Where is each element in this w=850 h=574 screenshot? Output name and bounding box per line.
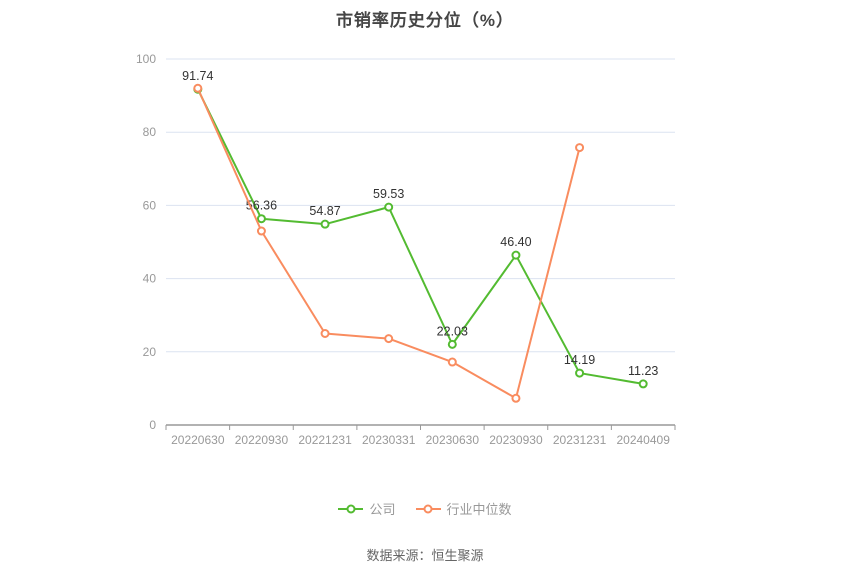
legend-item-industry-median[interactable]: 行业中位数 xyxy=(415,499,512,518)
x-axis-tick-label: 20220630 xyxy=(171,433,225,447)
value-label: 11.23 xyxy=(628,364,658,378)
y-axis-tick-label: 20 xyxy=(143,345,157,359)
data-point-公司 xyxy=(384,202,394,212)
company-dot-icon xyxy=(346,504,356,513)
x-axis-tick-label: 20230930 xyxy=(489,433,543,447)
company-line-marker-icon xyxy=(338,504,364,513)
data-point-行业中位数 xyxy=(384,334,394,344)
y-axis-tick-label: 60 xyxy=(143,198,157,212)
data-point-公司 xyxy=(511,250,521,260)
data-point-行业中位数 xyxy=(575,143,585,153)
legend-item-company[interactable]: 公司 xyxy=(338,499,396,518)
x-axis-tick-label: 20221231 xyxy=(298,433,352,447)
data-point-公司 xyxy=(256,214,266,224)
value-label: 56.36 xyxy=(246,199,277,213)
line-chart: 0 20 40 60 80 100 20220630 20220930 20221231 2023… xyxy=(136,52,676,447)
chart-title: 市销率历史分位（%） xyxy=(335,11,515,30)
data-point-行业中位数 xyxy=(193,83,203,93)
data-source: 数据来源：恒生聚源 xyxy=(366,548,484,563)
value-label: 59.53 xyxy=(373,187,404,201)
legend-label-company: 公司 xyxy=(369,502,396,517)
data-point-公司 xyxy=(575,368,585,378)
y-axis-tick-label: 40 xyxy=(143,272,157,286)
x-axis-tick-label: 20240409 xyxy=(616,433,670,447)
data-point-公司 xyxy=(447,339,457,349)
value-label: 54.87 xyxy=(309,204,340,218)
series-line-公司 xyxy=(196,88,644,385)
y-axis-tick-label: 0 xyxy=(149,418,156,432)
value-label: 46.40 xyxy=(500,235,531,249)
industry-dot-icon xyxy=(423,504,433,513)
x-axis-tick-label: 20230331 xyxy=(362,433,416,447)
value-label: 14.19 xyxy=(564,353,595,367)
industry-line-marker-icon xyxy=(415,504,441,513)
data-point-公司 xyxy=(638,379,648,389)
value-label: 22.03 xyxy=(437,324,468,338)
y-axis-tick-label: 100 xyxy=(136,52,156,66)
x-axis-tick-label: 20230630 xyxy=(426,433,480,447)
x-axis-tick-label: 20220930 xyxy=(235,433,289,447)
y-axis-tick-label: 80 xyxy=(143,125,157,139)
data-point-行业中位数 xyxy=(511,393,521,403)
x-axis-tick-label: 20231231 xyxy=(553,433,607,447)
legend: 公司 行业中位数 xyxy=(0,499,850,518)
legend-label-industry-median: 行业中位数 xyxy=(446,502,512,517)
value-label: 91.74 xyxy=(182,69,213,83)
data-point-行业中位数 xyxy=(447,357,457,367)
data-point-行业中位数 xyxy=(256,226,266,236)
data-point-行业中位数 xyxy=(320,329,330,338)
data-point-公司 xyxy=(320,219,330,229)
